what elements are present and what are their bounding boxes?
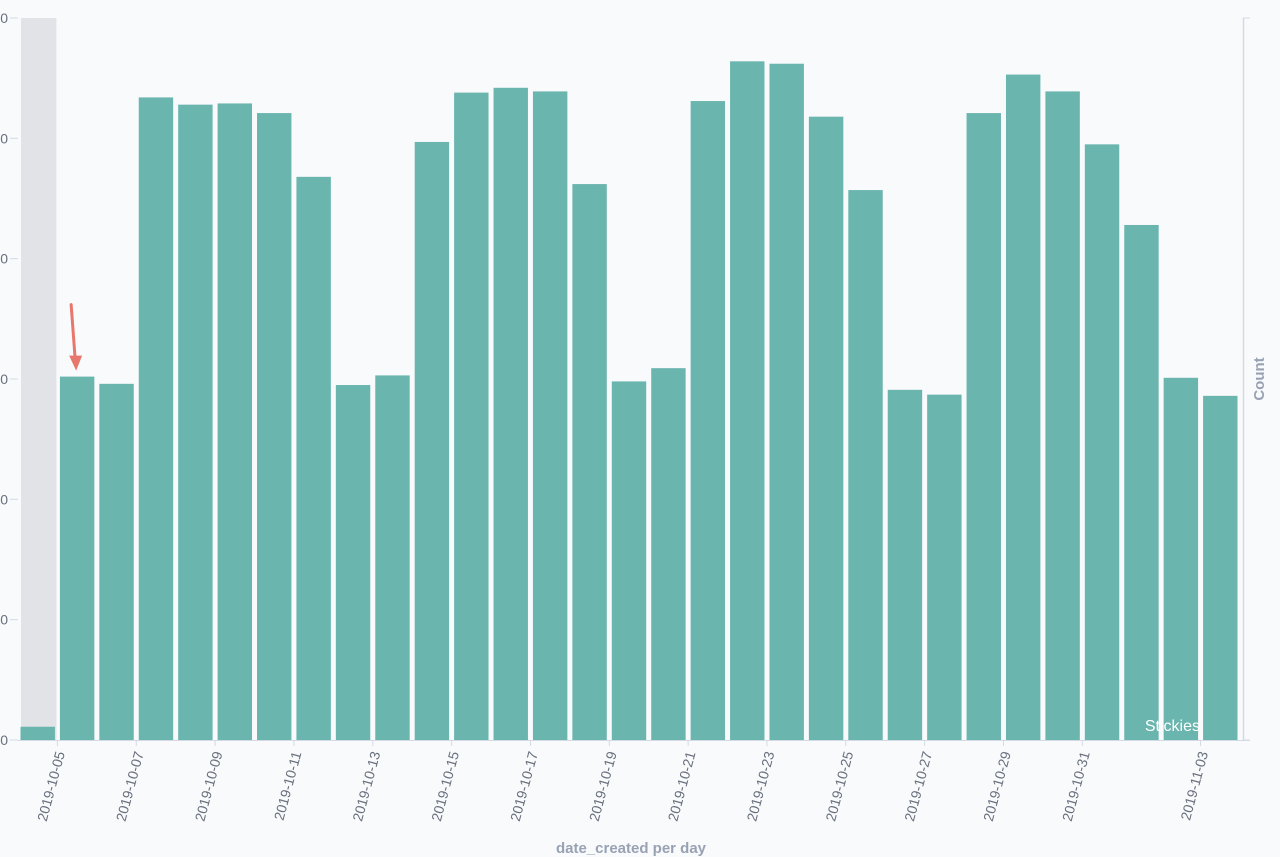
x-axis: 2019-10-05 2019-10-07 2019-10-09 2019-10-11… [34, 740, 1211, 823]
bar[interactable] [296, 176, 331, 741]
y-tick-label: 0 [0, 10, 8, 26]
x-tick-label: 2019-10-15 [428, 749, 462, 823]
x-tick-label: 2019-11-03 [1177, 749, 1211, 822]
arrow-head [69, 355, 83, 371]
x-tick-label: 2019-10-09 [192, 749, 226, 823]
x-tick-label: 2019-10-13 [349, 749, 383, 823]
bar[interactable] [572, 184, 607, 740]
x-tick-label: 2019-10-23 [743, 749, 777, 823]
x-tick-label: 2019-10-27 [901, 749, 935, 823]
bar[interactable] [532, 91, 568, 740]
x-axis-title: date_created per day [556, 840, 707, 857]
bar[interactable] [217, 103, 253, 740]
bar[interactable] [59, 376, 95, 740]
bar[interactable] [927, 394, 962, 740]
bar[interactable] [20, 726, 55, 740]
annotation-label: Stickies [1145, 718, 1200, 735]
x-tick-label: 2019-10-29 [980, 749, 1014, 823]
bar[interactable] [611, 381, 647, 740]
bar[interactable] [138, 97, 174, 741]
x-tick-label: 2019-10-21 [665, 749, 699, 823]
bar[interactable] [493, 87, 528, 741]
bar[interactable] [848, 190, 883, 740]
x-tick-label: 2019-10-25 [822, 749, 856, 823]
y-tick-label: 0 [0, 130, 8, 146]
bar[interactable] [99, 383, 134, 740]
y-axis: 0 0 0 0 0 0 0 [0, 10, 18, 748]
x-tick-label: 2019-10-19 [586, 749, 620, 823]
bar[interactable] [454, 92, 489, 741]
y-tick-label: 0 [0, 732, 8, 748]
bar[interactable] [1045, 91, 1080, 740]
bar[interactable] [690, 101, 726, 740]
y-axis-title: Count [1251, 357, 1268, 400]
x-tick-label: 2019-10-17 [507, 749, 541, 823]
bar[interactable] [335, 385, 371, 740]
bar[interactable] [1203, 395, 1238, 740]
y-tick-label: 0 [0, 371, 8, 387]
bar[interactable] [1005, 74, 1041, 740]
bar[interactable] [1084, 144, 1120, 741]
x-tick-label: 2019-10-31 [1059, 749, 1093, 823]
bar[interactable] [887, 389, 923, 740]
bar[interactable] [651, 368, 686, 740]
bar[interactable] [1124, 224, 1159, 741]
bar[interactable] [414, 141, 450, 740]
bar[interactable] [808, 116, 844, 741]
x-tick-label: 2019-10-11 [271, 749, 305, 822]
bar-series [20, 61, 1238, 741]
bar[interactable] [730, 61, 765, 740]
bar[interactable] [966, 113, 1001, 740]
arrow-shaft [69, 303, 77, 361]
bar[interactable] [178, 104, 213, 740]
y-tick-label: 0 [0, 491, 8, 507]
y-tick-label: 0 [0, 612, 8, 628]
bar[interactable] [375, 375, 410, 740]
bar[interactable] [257, 113, 292, 740]
highlight-band [21, 18, 57, 740]
bar[interactable] [1163, 377, 1199, 740]
bar[interactable] [769, 63, 804, 741]
y-tick-label: 0 [0, 251, 8, 267]
x-tick-label: 2019-10-07 [113, 749, 147, 823]
annotation-arrow [69, 303, 83, 371]
x-tick-label: 2019-10-05 [34, 749, 68, 823]
